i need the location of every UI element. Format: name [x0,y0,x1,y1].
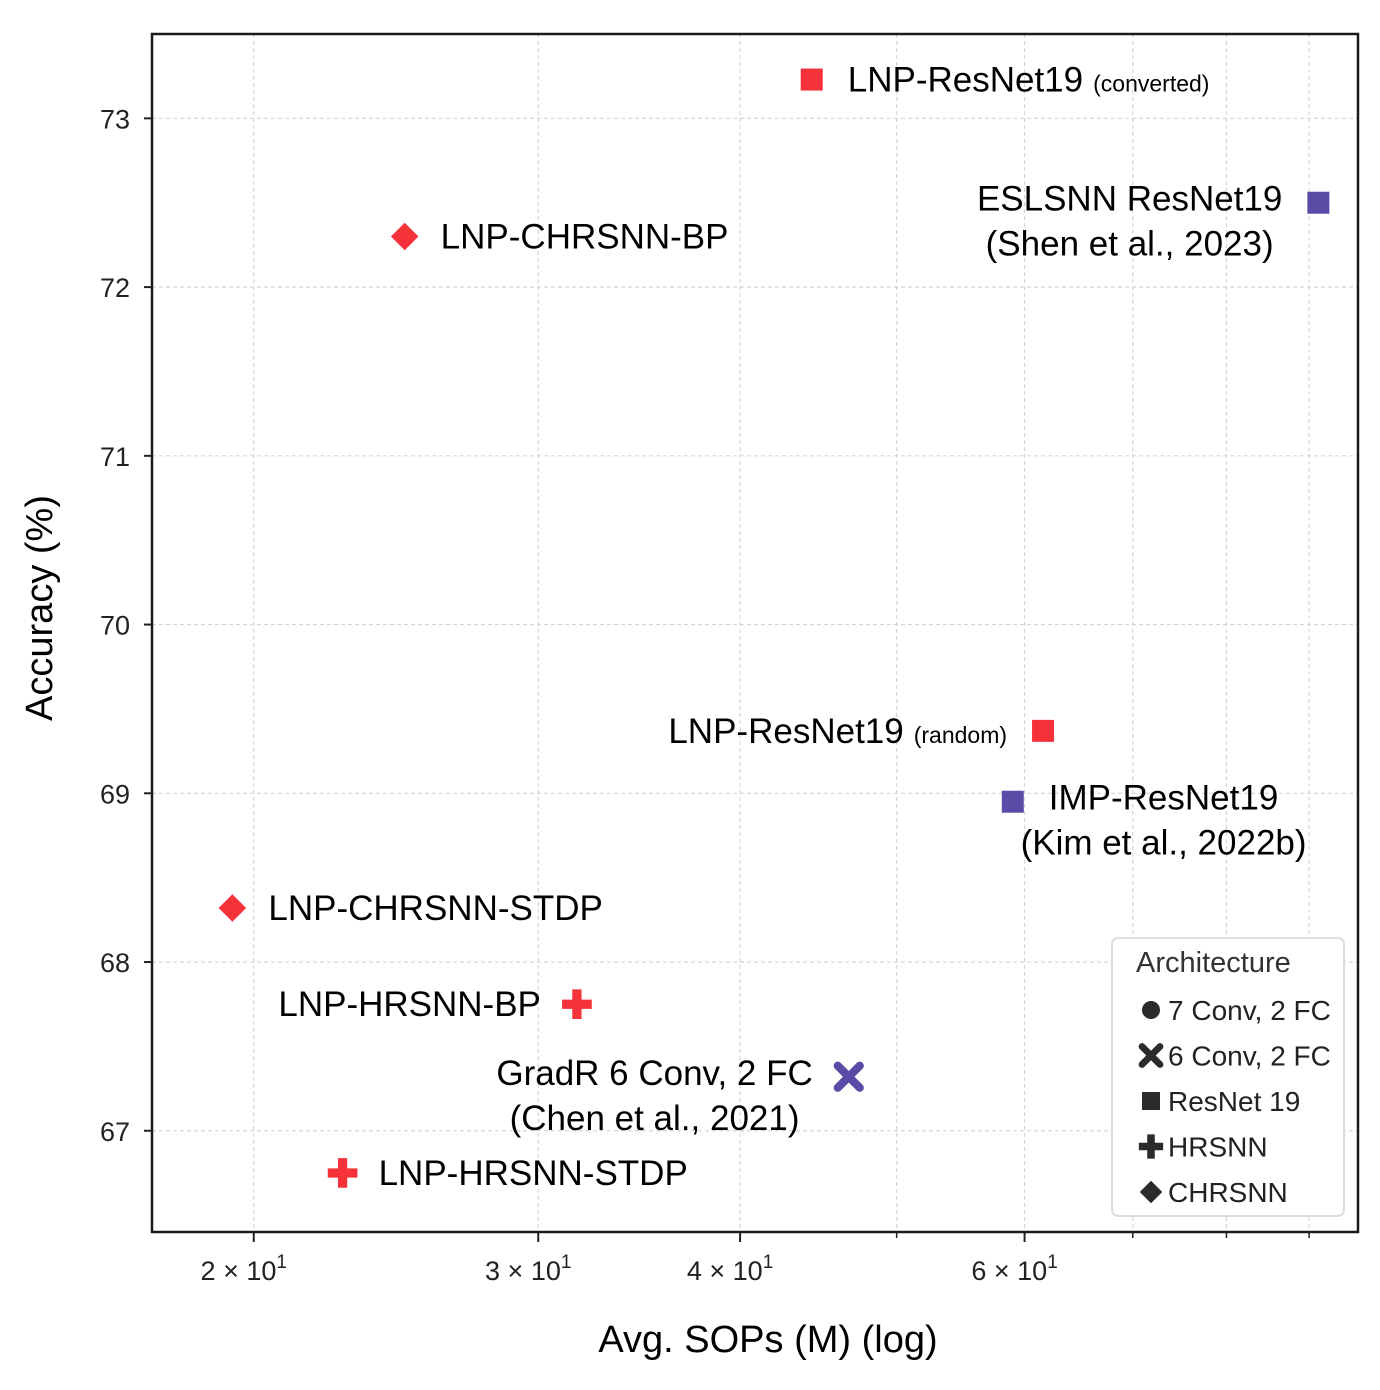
point-label: LNP-ResNet19 (random) [668,712,1007,751]
legend-marker-circle [1142,1001,1160,1019]
legend-marker-square [1142,1092,1160,1110]
legend-item-label: ResNet 19 [1168,1086,1300,1117]
legend-box [1111,937,1345,1217]
data-points [218,68,1330,1188]
point-label: LNP-CHRSNN-BP [441,217,729,256]
point-citation: (Chen et al., 2021) [510,1099,800,1138]
y-tick-label: 69 [100,779,130,809]
plot-frame [150,32,1360,1234]
point-label: LNP-CHRSNN-STDP [268,889,602,928]
y-tick-label: 73 [100,104,130,134]
y-tick-label: 71 [100,442,130,472]
data-point-square [1001,790,1024,813]
point-label: LNP-HRSNN-BP [278,985,541,1024]
point-citation: (Kim et al., 2022b) [1021,824,1307,863]
y-tick-label: 67 [100,1117,130,1147]
x-tick-label: 3 × 101 [485,1252,571,1286]
data-point-plus [327,1158,358,1188]
data-point-x [833,1061,864,1092]
legend-title: Architecture [1136,947,1291,979]
point-citation: (Shen et al., 2023) [986,225,1274,264]
data-point-diamond [218,894,247,922]
x-tick-label: 6 × 101 [971,1252,1057,1286]
y-tick-label: 70 [100,611,130,641]
point-label: GradR 6 Conv, 2 FC [496,1054,812,1093]
data-point-plus [562,989,592,1020]
legend-marker-plus [1138,1134,1164,1159]
y-tick-label: 72 [100,273,130,303]
legend-item-label: 6 Conv, 2 FC [1168,1041,1331,1072]
legend-item-label: 7 Conv, 2 FC [1168,995,1331,1026]
legend-marker-diamond [1139,1180,1163,1204]
legend: Architecture 7 Conv, 2 FC 6 Conv, 2 FC ResN… [1111,937,1345,1217]
data-point-diamond [390,222,419,251]
y-tick-label: 68 [100,948,130,978]
point-label: IMP-ResNet19 [1049,779,1279,818]
data-point-square [800,68,823,91]
point-label: LNP-ResNet19 (converted) [848,61,1210,100]
x-tick-label: 4 × 101 [687,1252,773,1286]
data-point-square [1032,719,1055,742]
x-axis-title: Avg. SOPs (M) (log) [598,1319,937,1361]
point-label: LNP-HRSNN-STDP [379,1154,688,1193]
legend-item-label: CHRSNN [1168,1177,1288,1208]
axis-ticks: 67 68 69 70 71 72 73 2 × 101 3 × 101 4 × 101 6 × 1… [100,104,1310,1286]
x-tick-label: 2 × 101 [201,1252,287,1286]
legend-marker-x [1138,1043,1164,1068]
legend-item-label: HRSNN [1168,1132,1268,1163]
point-labels: LNP-ResNet19 (converted) ESLSNN ResNet19 (S… [268,61,1306,1193]
y-axis-title: Accuracy (%) [19,495,61,721]
point-label: ESLSNN ResNet19 [977,180,1282,219]
data-point-square [1307,191,1330,214]
